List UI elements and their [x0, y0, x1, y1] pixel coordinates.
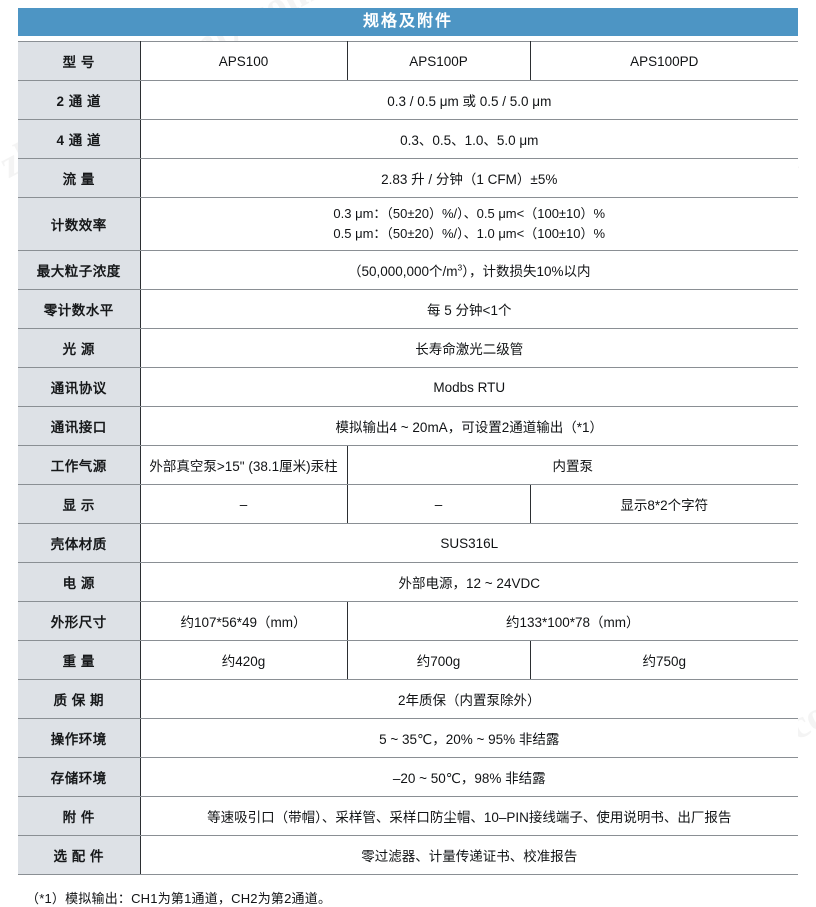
row-value-span: 零过滤器、计量传递证书、校准报告 [140, 835, 798, 875]
row-value-suffix: ），计数损失10%以内 [462, 264, 591, 279]
row-value-superscript: 3 [457, 262, 463, 273]
table-row: 计数效率 0.3 μm：（50±20）%/）、0.5 μm<（100±10）% 0.… [18, 197, 799, 251]
table-row: 外形尺寸 约107*56*49（mm） 约133*100*78（mm） [18, 601, 798, 641]
row-value-col1: 约420g [140, 640, 348, 680]
row-value-col2: APS100P [347, 41, 531, 81]
row-label: 型 号 [18, 41, 141, 81]
row-label: 外形尺寸 [18, 601, 141, 641]
table-row: 壳体材质 SUS316L [18, 523, 798, 563]
specifications-table-body: 型 号 APS100 APS100P APS100PD 2 通 道 0.3 / 0.5 μ… [18, 41, 799, 875]
row-value-span: 模拟输出4 ~ 20mA，可设置2通道输出（*1） [140, 406, 798, 446]
row-value-col2: 约700g [347, 640, 531, 680]
row-value-span: 长寿命激光二级管 [140, 328, 798, 368]
row-label: 通讯接口 [18, 406, 141, 446]
specifications-table: 型 号 APS100 APS100P APS100PD 2 通 道 0.3 / 0.5 μ… [18, 41, 798, 875]
row-label: 最大粒子浓度 [18, 250, 141, 290]
row-value-line: 0.3 μm：（50±20）%/）、0.5 μm<（100±10）% [333, 205, 606, 221]
row-label: 附 件 [18, 796, 141, 836]
row-value-col3: 显示8*2个字符 [530, 484, 798, 524]
row-label: 重 量 [18, 640, 141, 680]
table-row: 电 源外部电源，12 ~ 24VDC [18, 562, 798, 602]
table-row: 存储环境 –20 ~ 50℃，98% 非结露 [18, 757, 798, 797]
table-row: 显 示 – – 显示8*2个字符 [18, 484, 798, 524]
row-label: 电 源 [18, 562, 141, 602]
row-value-prefix: （50,000,000个/m [347, 264, 458, 279]
row-value-span: 等速吸引口（带帽）、采样管、采样口防尘帽、10–PIN接线端子、使用说明书、出厂… [140, 796, 798, 836]
table-row: 最大粒子浓度 （50,000,000个/m3），计数损失10%以内 [18, 250, 798, 290]
row-value-col2-3: 内置泵 [347, 445, 798, 485]
row-label: 流 量 [18, 158, 141, 198]
row-value-span: SUS316L [140, 523, 798, 563]
row-value-span: 2.83 升 / 分钟（1 CFM）±5% [140, 158, 798, 198]
table-row: 流 量 2.83 升 / 分钟（1 CFM）±5% [18, 158, 798, 198]
row-value-col3: APS100PD [530, 41, 798, 81]
row-label: 4 通 道 [18, 119, 141, 159]
row-value-span: （50,000,000个/m3），计数损失10%以内 [140, 250, 798, 290]
row-label: 计数效率 [18, 197, 141, 251]
row-label: 操作环境 [18, 718, 141, 758]
row-value-col2-3: 约133*100*78（mm） [347, 601, 798, 641]
table-row: 工作气源 外部真空泵>15" (38.1厘米)汞柱 内置泵 [18, 445, 798, 485]
row-value-col2: – [347, 484, 531, 524]
row-value-line: 0.5 μm：（50±20）%/）、1.0 μm<（100±10）% [333, 226, 606, 241]
table-row: 4 通 道 0.3、0.5、1.0、5.0 μm [18, 119, 798, 159]
table-row: 型 号 APS100 APS100P APS100PD [18, 41, 798, 81]
row-label: 光 源 [18, 328, 141, 368]
row-label: 质 保 期 [18, 679, 141, 719]
table-row: 零计数水平每 5 分钟<1个 [18, 289, 798, 329]
row-value-col1: 外部真空泵>15" (38.1厘米)汞柱 [140, 445, 348, 485]
row-value-span: 外部电源，12 ~ 24VDC [140, 562, 798, 602]
row-label: 通讯协议 [18, 367, 141, 407]
row-label: 壳体材质 [18, 523, 141, 563]
row-value-span: 0.3 μm：（50±20）%/）、0.5 μm<（100±10）% 0.5 μm… [140, 197, 799, 251]
table-row: 选 配 件零过滤器、计量传递证书、校准报告 [18, 835, 798, 875]
row-value-col1: APS100 [140, 41, 348, 81]
table-row: 通讯协议 Modbs RTU [18, 367, 798, 407]
row-label: 存储环境 [18, 757, 141, 797]
row-value-span: 0.3 / 0.5 μm 或 0.5 / 5.0 μm [140, 80, 798, 120]
footnote: （*1）模拟输出：CH1为第1通道，CH2为第2通道。 [26, 891, 332, 906]
table-row: 质 保 期 2年质保（内置泵除外） [18, 679, 798, 719]
row-value-span: 2年质保（内置泵除外） [140, 679, 798, 719]
table-row: 光 源长寿命激光二级管 [18, 328, 798, 368]
row-value-lines: 0.3 μm：（50±20）%/）、0.5 μm<（100±10）% 0.5 μm… [141, 204, 799, 244]
row-label: 工作气源 [18, 445, 141, 485]
table-row: 重 量约420g 约700g 约750g [18, 640, 798, 680]
table-row: 通讯接口 模拟输出4 ~ 20mA，可设置2通道输出（*1） [18, 406, 798, 446]
row-value-col1: 约107*56*49（mm） [140, 601, 348, 641]
row-label: 零计数水平 [18, 289, 141, 329]
row-label: 显 示 [18, 484, 141, 524]
row-value-col3: 约750g [530, 640, 798, 680]
row-value-span: 每 5 分钟<1个 [140, 289, 798, 329]
row-value-span: 0.3、0.5、1.0、5.0 μm [140, 119, 798, 159]
row-value-span: –20 ~ 50℃，98% 非结露 [140, 757, 798, 797]
table-row: 2 通 道 0.3 / 0.5 μm 或 0.5 / 5.0 μm [18, 80, 798, 120]
row-value-col1: – [140, 484, 348, 524]
row-value-span: 5 ~ 35℃，20% ~ 95% 非结露 [140, 718, 798, 758]
row-value-span: Modbs RTU [140, 367, 798, 407]
row-label: 选 配 件 [18, 835, 141, 875]
row-label: 2 通 道 [18, 80, 141, 120]
page-title: 规格及附件 [18, 8, 798, 36]
table-row: 操作环境 5 ~ 35℃，20% ~ 95% 非结露 [18, 718, 798, 758]
table-row: 附 件等速吸引口（带帽）、采样管、采样口防尘帽、10–PIN接线端子、使用说明书… [18, 796, 798, 836]
